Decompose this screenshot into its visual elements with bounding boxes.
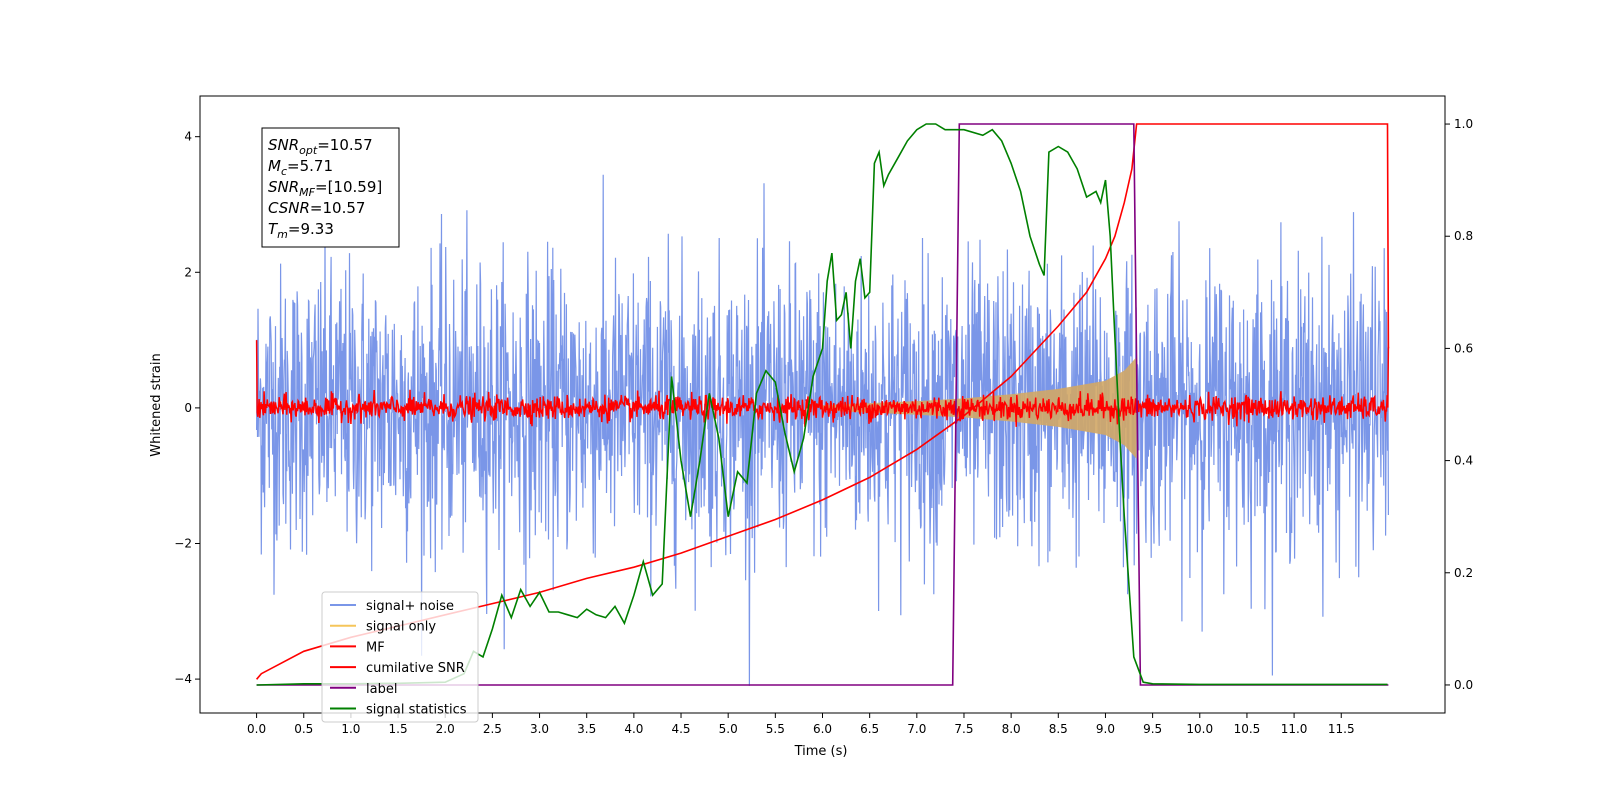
y-tick-label: −2 [174,536,192,550]
x-tick-label: 9.5 [1143,722,1162,736]
y-tick-label: 0 [184,401,192,415]
axes: 0.0 0.5 1.0 1.5 2.0 2.5 3.0 3.5 4.0 4.5 5.0 5.5 6.0 6… [174,117,1473,736]
y2-tick-label: 0.4 [1454,454,1473,468]
x-tick-label: 11.5 [1328,722,1355,736]
x-tick-label: 4.5 [671,722,690,736]
x-tick-label: 3.5 [577,722,596,736]
y2-tick-label: 0.0 [1454,678,1473,692]
x-tick-label: 8.0 [1002,722,1021,736]
y-tick-label: −4 [174,672,192,686]
info-value: =10.57 [317,136,373,154]
x-tick-label: 5.0 [719,722,738,736]
x-tick-label: 0.5 [294,722,313,736]
x-tick-label: 10.0 [1186,722,1213,736]
x-tick-label: 6.0 [813,722,832,736]
info-box: SNRopt=10.57Mc=5.71SNRMF=[10.59]CSNR=10.… [261,127,400,248]
legend-frame [321,591,479,723]
legend-label: MF [366,640,385,655]
y-tick-label: 4 [184,130,192,144]
info-symbol: T [268,220,279,238]
info-subscript: opt [299,144,318,157]
x-tick-label: 2.0 [436,722,455,736]
y-tick-label: 2 [184,265,192,279]
info-symbol: CSNR [268,199,310,217]
info-box-line: SNRMF=[10.59] [268,178,382,199]
series-mf-line [255,340,1390,427]
legend: signal+ noise signal only MF cumilative SNR… [321,591,479,723]
series-signal-noise-line [256,174,1389,686]
info-value: =5.71 [287,157,333,175]
x-tick-label: 11.0 [1281,722,1308,736]
info-symbol: SNR [268,136,299,154]
info-box-line: Mc=5.71 [268,157,333,178]
series-label-line [256,123,1389,686]
x-tick-label: 10.5 [1234,722,1261,736]
legend-label: signal statistics [366,703,467,718]
info-subscript: c [281,165,287,178]
x-tick-label: 4.0 [624,722,643,736]
x-tick-label: 6.5 [860,722,879,736]
legend-label: label [366,682,397,697]
x-tick-label: 1.5 [389,722,408,736]
legend-label: cumilative SNR [366,661,465,676]
info-symbol: M [268,157,281,175]
info-value: =[10.59] [315,178,382,196]
series-signal-statistics-line [256,123,1388,686]
info-box-frame [261,127,400,248]
x-axis-label: Time (s) [794,744,848,759]
y2-tick-label: 0.8 [1454,229,1473,243]
x-tick-label: 0.0 [247,722,266,736]
legend-label: signal only [366,620,436,635]
info-box-line: SNRopt=10.57 [268,136,373,157]
y2-tick-label: 0.2 [1454,566,1473,580]
x-tick-label: 8.5 [1049,722,1068,736]
legend-label: signal+ noise [366,599,454,614]
info-symbol: SNR [268,178,299,196]
info-box-line: CSNR=10.57 [268,199,365,217]
info-subscript: m [277,228,288,241]
x-tick-label: 1.0 [341,722,360,736]
info-value: =10.57 [310,199,366,217]
info-subscript: MF [299,186,315,199]
y2-tick-label: 0.6 [1454,341,1473,355]
y2-tick-label: 1.0 [1454,117,1473,131]
x-tick-label: 7.0 [907,722,926,736]
x-tick-label: 3.0 [530,722,549,736]
info-box-line: Tm=9.33 [268,220,334,241]
x-tick-label: 2.5 [483,722,502,736]
y-axis-label: Whitened strain [149,353,164,456]
x-tick-label: 7.5 [954,722,973,736]
info-value: =9.33 [288,220,334,238]
x-tick-label: 9.0 [1096,722,1115,736]
x-tick-label: 5.5 [766,722,785,736]
